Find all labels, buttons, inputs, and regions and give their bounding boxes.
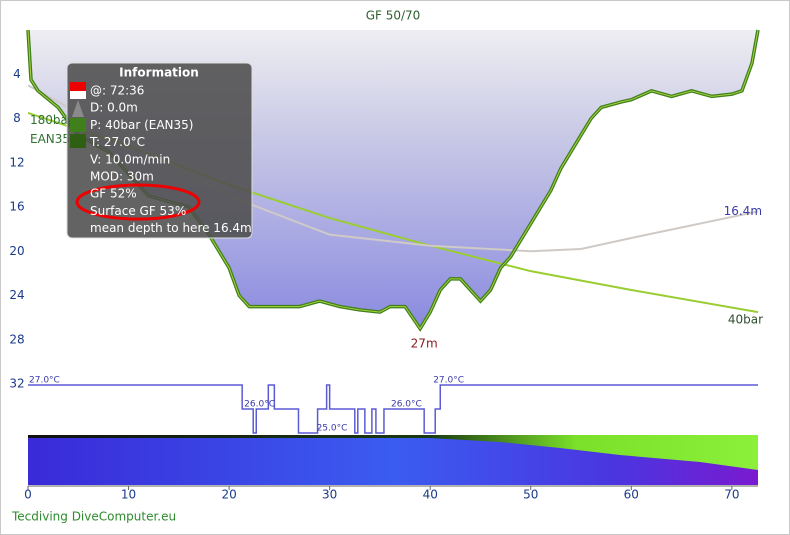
x-tick-label: 30 [322, 488, 337, 502]
x-tick-label: 10 [121, 488, 136, 502]
temperature-line [28, 384, 758, 434]
tooltip-line: MOD: 30m [90, 170, 154, 184]
tooltip-box [66, 62, 253, 239]
x-tick-label: 40 [423, 488, 438, 502]
y-tick-label: 8 [13, 111, 21, 125]
x-tick-label: 20 [221, 488, 236, 502]
tooltip-line: GF 52% [90, 187, 137, 201]
y-tick-label: 32 [9, 377, 24, 391]
tooltip-line: mean depth to here 16.4m [90, 221, 252, 235]
temperature-label: 26.0°C [244, 400, 275, 410]
y-tick-label: 20 [9, 244, 24, 258]
annotation: 40bar [728, 312, 763, 326]
x-tick-label: 0 [24, 488, 32, 502]
icon [70, 118, 86, 132]
icon [72, 100, 84, 117]
tooltip-title: Information [119, 66, 199, 80]
annotation: 27m [411, 337, 438, 351]
footer: Tecdiving DiveComputer.eu [11, 510, 176, 524]
icon [70, 82, 86, 91]
temperature-label: 26.0°C [391, 400, 422, 410]
tissue-heatmap-band [28, 435, 758, 470]
y-tick-label: 12 [9, 155, 24, 169]
highlight-ring [75, 183, 201, 221]
annotation: 180ba [30, 113, 68, 127]
tooltip: Information @: 72:36 D: 0.0m P: 40bar (EAN3… [66, 62, 253, 239]
temperature-label: 25.0°C [317, 424, 348, 434]
y-tick-label: 4 [13, 67, 21, 81]
tooltip-line: P: 40bar (EAN35) [90, 118, 193, 132]
tooltip-line: T: 27.0°C [89, 135, 145, 149]
tooltip-line: Surface GF 53% [90, 204, 186, 218]
tooltip-line: @: 72:36 [90, 84, 144, 98]
y-tick-label: 24 [9, 288, 24, 302]
y-tick-label: 16 [9, 200, 24, 214]
x-tick-label: 50 [523, 488, 538, 502]
x-tick-label: 70 [724, 488, 739, 502]
chart-title: GF 50/70 [366, 9, 421, 23]
temperature-label: 27.0°C [433, 376, 464, 386]
icon [70, 91, 86, 99]
annotation: EAN35 [30, 132, 70, 146]
annotation: 16.4m [724, 204, 762, 218]
icon [70, 134, 86, 148]
y-tick-label: 28 [9, 332, 24, 346]
temperature-label: 27.0°C [29, 376, 60, 386]
tooltip-line: D: 0.0m [90, 101, 138, 115]
tooltip-line: V: 10.0m/min [90, 152, 170, 166]
x-tick-label: 60 [624, 488, 639, 502]
